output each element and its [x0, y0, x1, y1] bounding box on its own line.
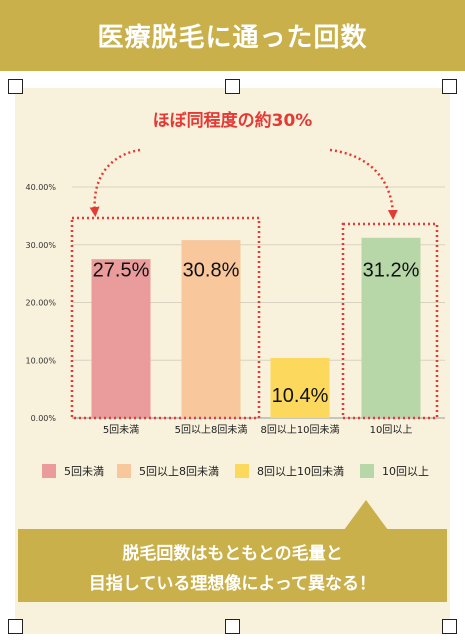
callout-arrow-left	[89, 148, 141, 217]
legend-swatch-4	[360, 464, 374, 478]
data-label-1: 27.5%	[93, 260, 150, 282]
title-bar: 医療脱毛に通った回数	[0, 0, 465, 71]
chart-legend: 5回未満 5回以上8回未満 8回以上10回未満 10回以上	[0, 463, 465, 483]
message-box: 脱毛回数はもともとの毛量と 目指している理想像によって異なる！	[18, 529, 447, 602]
legend-swatch-3	[235, 464, 249, 478]
y-tick-label-1: 10.00%	[25, 356, 56, 365]
y-tick-label-3: 30.00%	[25, 241, 56, 250]
y-tick-label-4: 40.00%	[25, 183, 56, 192]
x-tick-label-2: 5回以上8回未満	[175, 424, 248, 436]
message-line-2: 目指している理想像によって異なる！	[88, 574, 377, 594]
legend-item-1: 5回未満	[42, 463, 104, 479]
callout-text: ほぼ同程度の約30%	[152, 111, 313, 131]
resize-handle-top-left[interactable]	[8, 79, 23, 94]
bar-2	[181, 240, 241, 418]
x-tick-label-4: 10回以上	[370, 424, 413, 436]
legend-label-4: 10回以上	[382, 465, 429, 478]
legend-label-2: 5回以上8回未満	[139, 465, 219, 478]
y-axis-ticks: 0.00% 10.00% 20.00% 30.00% 40.00%	[25, 183, 56, 423]
highlight-box-left	[70, 216, 261, 420]
resize-handle-top-center[interactable]	[225, 79, 240, 94]
highlight-box-right	[341, 222, 439, 420]
y-tick-label-2: 20.00%	[25, 299, 56, 308]
resize-handle-bottom-left[interactable]	[8, 619, 23, 634]
x-tick-label-1: 5回未満	[103, 424, 139, 436]
legend-swatch-1	[42, 464, 56, 478]
y-tick-label-0: 0.00%	[31, 414, 57, 423]
data-label-4: 31.2%	[363, 260, 420, 282]
callout-annotations	[70, 148, 439, 420]
callout-arrow-right	[329, 148, 398, 220]
speech-bubble-pointer	[344, 500, 388, 530]
bar-3	[270, 357, 330, 418]
data-labels: 27.5% 30.8% 10.4% 31.2%	[93, 260, 420, 407]
legend-label-1: 5回未満	[64, 465, 104, 478]
legend-label-3: 8回以上10回未満	[257, 465, 344, 478]
bar-4	[361, 237, 421, 418]
data-label-3: 10.4%	[272, 385, 329, 407]
resize-handle-top-right[interactable]	[442, 79, 457, 94]
message-line-1: 脱毛回数はもともとの毛量と	[122, 544, 343, 564]
resize-handle-bottom-right[interactable]	[442, 619, 457, 634]
data-label-2: 30.8%	[183, 260, 240, 282]
x-tick-label-3: 8回以上10回未満	[260, 424, 339, 436]
legend-item-4: 10回以上	[360, 463, 429, 479]
bars	[91, 237, 421, 418]
page-title: 医療脱毛に通った回数	[97, 23, 368, 53]
legend-swatch-2	[117, 464, 131, 478]
legend-item-3: 8回以上10回未満	[235, 463, 344, 479]
x-axis-labels: 5回未満 5回以上8回未満 8回以上10回未満 10回以上	[103, 424, 413, 436]
bar-1	[91, 259, 151, 418]
legend-item-2: 5回以上8回未満	[117, 463, 219, 479]
resize-handle-bottom-center[interactable]	[225, 619, 240, 634]
